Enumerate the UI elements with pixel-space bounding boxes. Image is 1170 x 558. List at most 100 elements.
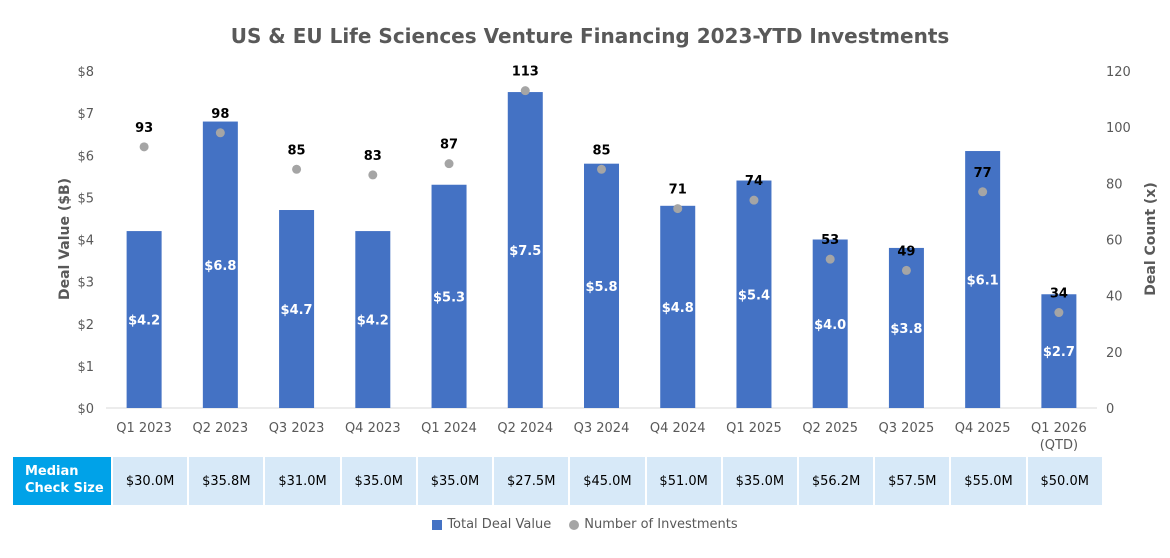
investment-count-point — [901, 265, 911, 275]
median-check-size-cell: $35.0M — [720, 457, 797, 505]
investment-count-label: 74 — [745, 174, 763, 189]
median-header-line-2: Check Size — [25, 481, 104, 496]
investment-count-label: 85 — [288, 143, 306, 158]
investment-count-label: 53 — [821, 233, 839, 248]
investment-count-point — [1054, 308, 1064, 318]
investment-count-point — [520, 86, 530, 96]
y-right-tick-label: 0 — [1106, 402, 1114, 417]
bar-value-labels: $4.2 $6.8 $4.7 $4.2 $5.3 $7.5 $5.8 $4.8 $5.4 $4.0… — [128, 244, 1075, 360]
x-tick-label: Q2 2024 — [497, 421, 553, 436]
investment-count-label: 83 — [364, 149, 382, 164]
y-left-tick-label: $5 — [77, 191, 94, 206]
deal-value-bar — [507, 92, 543, 408]
median-header-line-1: Median — [25, 464, 79, 479]
y-left-axis-title: Deal Value ($B) — [57, 178, 73, 300]
deal-value-bar — [355, 231, 391, 408]
deal-value-label: $3.8 — [890, 322, 922, 337]
deal-value-bar — [812, 239, 848, 408]
y-left-tick-label: $1 — [77, 360, 94, 375]
median-check-size-table: Median Check Size $30.0M $35.8M $31.0M $35.… — [13, 457, 1102, 505]
deal-value-bar — [202, 121, 238, 409]
deal-value-label: $5.3 — [433, 290, 465, 305]
investment-count-label: 34 — [1050, 287, 1068, 302]
median-check-size-cell: $30.0M — [111, 457, 188, 505]
median-value-row: $30.0M $35.8M $31.0M $35.0M $35.0M $27.5M $45.… — [111, 457, 1102, 505]
legend-item-number-of-investments: Number of Investments — [569, 517, 738, 532]
x-tick-label: Q2 2025 — [802, 421, 858, 436]
median-check-size-cell: $31.0M — [263, 457, 340, 505]
legend: Total Deal Value Number of Investments — [0, 517, 1170, 532]
deal-value-label: $2.7 — [1043, 345, 1075, 360]
investment-count-label: 77 — [974, 166, 992, 181]
investment-count-label: 87 — [440, 138, 458, 153]
y-left-tick-label: $8 — [77, 65, 94, 80]
x-tick-label: Q3 2023 — [269, 421, 325, 436]
investment-count-label: 85 — [592, 143, 610, 158]
deal-value-label: $4.8 — [662, 301, 694, 316]
median-check-size-cell: $57.5M — [873, 457, 950, 505]
median-check-size-cell: $27.5M — [492, 457, 569, 505]
x-tick-label: (QTD) — [1040, 438, 1078, 453]
x-tick-label: Q4 2023 — [345, 421, 401, 436]
y-left-tick-labels: $0 $1 $2 $3 $4 $5 $6 $7 $8 — [77, 65, 94, 417]
investment-count-point — [139, 142, 149, 152]
investment-count-point — [368, 170, 378, 180]
deal-value-bar — [126, 231, 162, 408]
investment-count-label: 113 — [512, 65, 539, 80]
y-right-tick-label: 80 — [1106, 177, 1123, 192]
dot-swatch-icon — [569, 519, 580, 530]
investment-count-point — [444, 159, 454, 169]
deal-value-label: $5.4 — [738, 288, 770, 303]
bar-series — [126, 92, 1077, 409]
x-tick-label: Q4 2024 — [650, 421, 706, 436]
deal-value-label: $7.5 — [509, 244, 541, 259]
x-tick-label: Q1 2025 — [726, 421, 782, 436]
y-right-tick-label: 20 — [1106, 346, 1123, 361]
x-tick-label: Q1 2024 — [421, 421, 477, 436]
median-check-size-cell: $55.0M — [949, 457, 1026, 505]
legend-label-number-of-investments: Number of Investments — [584, 517, 738, 532]
x-tick-label: Q3 2024 — [574, 421, 630, 436]
median-check-size-cell: $35.8M — [187, 457, 264, 505]
investment-count-point — [978, 187, 988, 197]
x-tick-label: Q3 2025 — [879, 421, 935, 436]
x-tick-label: Q4 2025 — [955, 421, 1011, 436]
y-right-tick-label: 100 — [1106, 121, 1131, 136]
y-left-tick-label: $4 — [77, 234, 94, 249]
deal-value-label: $5.8 — [585, 280, 617, 295]
bar-swatch-icon — [432, 519, 443, 530]
deal-value-bar — [431, 184, 467, 408]
median-check-size-header: Median Check Size — [13, 457, 111, 505]
x-tick-label: Q2 2023 — [192, 421, 248, 436]
deal-value-label: $6.1 — [967, 274, 999, 289]
deal-value-bar — [279, 210, 315, 408]
median-check-size-cell: $35.0M — [415, 457, 493, 505]
deal-value-label: $4.0 — [814, 318, 846, 333]
count-series — [139, 86, 1064, 318]
deal-value-bar — [736, 180, 772, 408]
x-tick-label: Q1 2026 — [1031, 421, 1087, 436]
investment-count-label: 93 — [135, 121, 153, 136]
x-tick-labels: Q1 2023 Q2 2023 Q3 2023 Q4 2023 Q1 2024 Q2 20… — [116, 421, 1087, 453]
y-left-tick-label: $7 — [77, 107, 94, 122]
investment-count-label: 49 — [897, 244, 915, 259]
y-left-tick-label: $6 — [77, 149, 94, 164]
legend-item-total-deal-value: Total Deal Value — [432, 517, 551, 532]
y-right-tick-label: 120 — [1106, 65, 1131, 80]
median-check-size-cell: $51.0M — [644, 457, 721, 505]
y-right-tick-label: 60 — [1106, 234, 1123, 249]
investment-count-point — [749, 195, 759, 205]
count-value-labels: 93 98 85 83 87 113 85 71 74 53 49 77 34 — [135, 65, 1068, 302]
deal-value-label: $6.8 — [204, 259, 236, 274]
y-right-tick-label: 40 — [1106, 290, 1123, 305]
deal-value-bar — [584, 163, 619, 408]
median-check-size-cell: $56.2M — [796, 457, 874, 505]
y-left-tick-label: $0 — [77, 402, 94, 417]
investment-count-point — [215, 128, 225, 138]
median-check-size-cell: $35.0M — [339, 457, 416, 505]
x-tick-label: Q1 2023 — [116, 421, 172, 436]
median-check-size-cell: $45.0M — [568, 457, 645, 505]
y-right-tick-labels: 0 20 40 60 80 100 120 — [1106, 65, 1131, 417]
median-check-size-cell: $50.0M — [1025, 457, 1102, 505]
